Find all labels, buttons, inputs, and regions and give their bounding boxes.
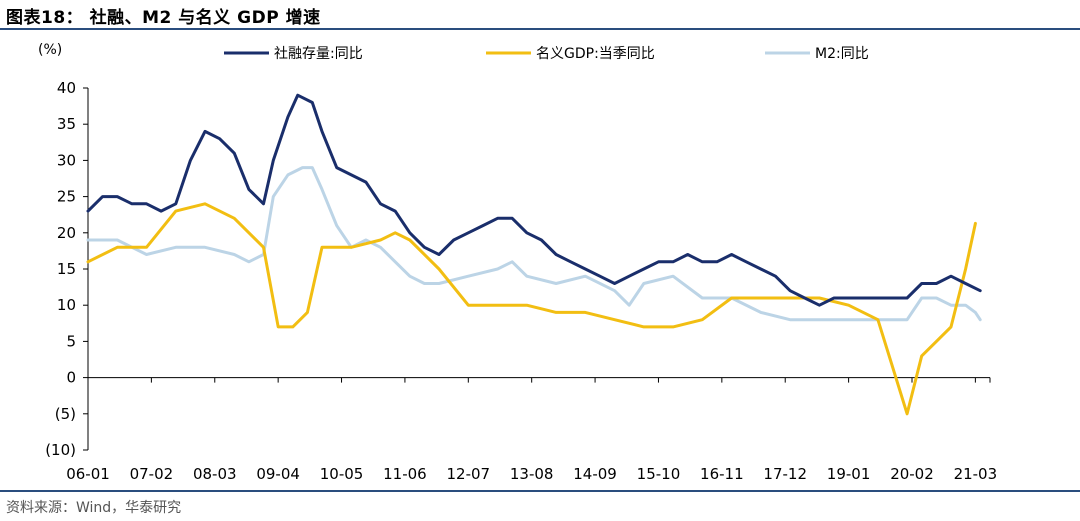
y-tick-label: 30 — [57, 151, 76, 169]
x-tick-label: 17-12 — [763, 465, 807, 483]
x-tick-label: 13-08 — [510, 465, 554, 483]
x-tick-label: 08-03 — [193, 465, 237, 483]
y-tick-label: (10) — [45, 441, 76, 459]
y-tick-label: 15 — [57, 260, 76, 278]
y-tick-label: 35 — [57, 115, 76, 133]
series-line-nominal-gdp — [86, 202, 977, 416]
chart: (%) 社融存量:同比 名义GDP:当季同比 M2:同比 40 35 30 25 20 15 1… — [38, 42, 998, 483]
x-tick-label: 15-10 — [637, 465, 681, 483]
x-tick-label: 09-04 — [256, 465, 300, 483]
legend-label: M2:同比 — [815, 46, 869, 62]
y-tick-label: 10 — [57, 296, 76, 314]
y-tick-label: 5 — [66, 332, 76, 350]
x-tick-label: 21-03 — [954, 465, 998, 483]
y-tick-label: 20 — [57, 224, 76, 242]
x-tick-label: 19-01 — [827, 465, 871, 483]
x-tick-label: 06-01 — [66, 465, 110, 483]
y-tick-label: 25 — [57, 188, 76, 206]
figure-title: 图表18： 社融、M2 与名义 GDP 增速 — [6, 8, 321, 28]
legend-label: 名义GDP:当季同比 — [536, 46, 655, 62]
bottom-rule — [0, 490, 1080, 492]
series-layer — [86, 93, 982, 416]
legend-label: 社融存量:同比 — [274, 46, 363, 62]
y-tick-label: 40 — [57, 79, 76, 97]
x-tick-label: 16-11 — [700, 465, 744, 483]
y-tick-label: (5) — [55, 405, 76, 423]
x-tick-label: 12-07 — [447, 465, 491, 483]
y-tick-label: 0 — [66, 369, 76, 387]
y-axis-unit-label: (%) — [38, 42, 62, 58]
series-line-m2 — [86, 166, 982, 322]
x-tick-label: 07-02 — [130, 465, 174, 483]
header: 图表18： 社融、M2 与名义 GDP 增速 — [0, 0, 1080, 30]
x-tick-label: 14-09 — [573, 465, 617, 483]
source-note: 资料来源：Wind，华泰研究 — [6, 500, 182, 516]
series-line-social-financing — [86, 93, 982, 307]
x-tick-label: 10-05 — [320, 465, 364, 483]
legend: 社融存量:同比 名义GDP:当季同比 M2:同比 — [224, 46, 869, 62]
y-axis: 40 35 30 25 20 15 10 5 0 (5) (10) — [45, 79, 89, 459]
x-axis: 06-01 07-02 08-03 09-04 10-05 11-06 12-07 13-08… — [66, 377, 998, 483]
x-tick-label: 11-06 — [383, 465, 427, 483]
x-tick-label: 20-02 — [890, 465, 934, 483]
top-rule — [0, 28, 1080, 30]
